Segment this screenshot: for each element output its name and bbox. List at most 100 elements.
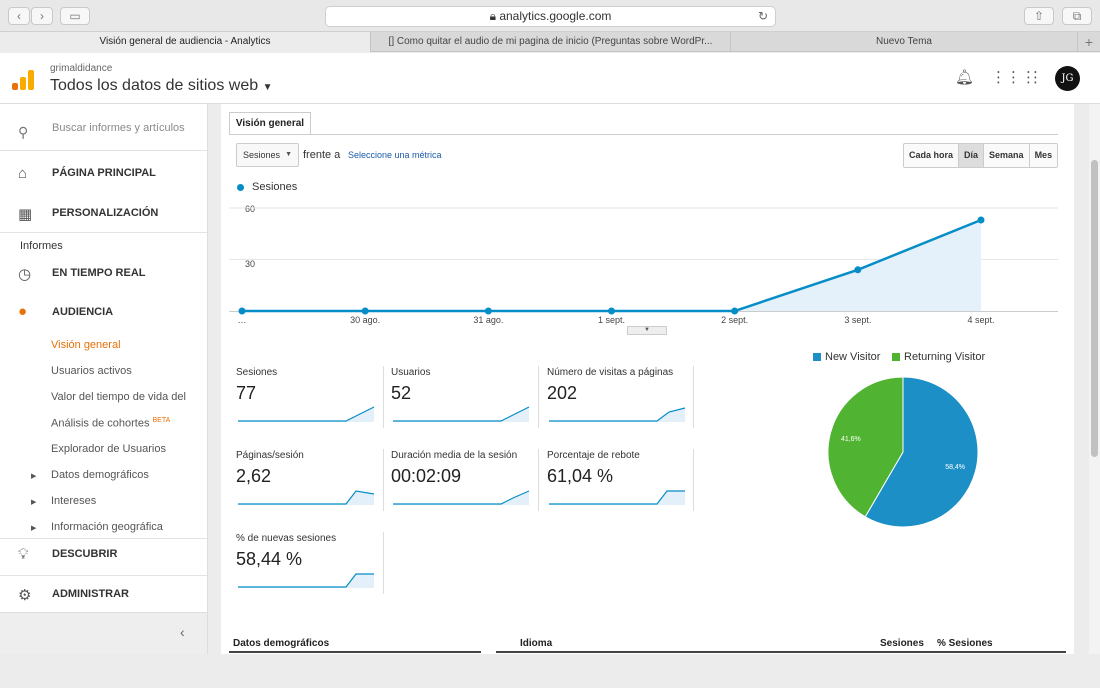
period-month-button[interactable]: Mes <box>1029 144 1058 167</box>
scrollbar-thumb[interactable] <box>1091 160 1098 457</box>
property-selector[interactable]: Todos los datos de sitios web ▼ <box>50 77 272 95</box>
legend-swatch <box>892 353 900 361</box>
metric-card-users[interactable]: Usuarios 52 <box>391 367 546 431</box>
metric-value: 52 <box>391 383 412 403</box>
caret-right-icon: ▶ <box>31 499 37 506</box>
main-panel <box>221 104 1074 654</box>
avatar[interactable]: JG <box>1055 66 1080 91</box>
share-button[interactable]: ⇧ <box>1024 7 1054 25</box>
sessions-point[interactable] <box>608 307 615 315</box>
sessions-point[interactable] <box>484 307 492 315</box>
metric-card-pages-per-session[interactable]: Páginas/sesión 2,62 <box>236 450 391 514</box>
metric-label: Sesiones <box>236 367 278 378</box>
pie-slice-new-visitor[interactable] <box>864 376 979 528</box>
x-tick-label: 2 sept. <box>721 315 749 325</box>
period-day-button[interactable]: Día <box>959 144 985 167</box>
sessions-point[interactable] <box>238 307 246 315</box>
caret-right-icon: ▶ <box>31 525 37 532</box>
divider <box>0 150 207 151</box>
sessions-point[interactable] <box>854 266 862 274</box>
select-metric-link[interactable]: Seleccione una métrica <box>348 150 442 160</box>
sparkline <box>393 490 530 505</box>
tab-overview[interactable]: Visión general <box>229 112 311 135</box>
sessions-point[interactable] <box>361 307 369 315</box>
metric-select-value: Sesiones <box>243 150 281 160</box>
sidebar-item-audience-overview[interactable]: Visión general <box>51 339 121 351</box>
divider <box>0 538 207 539</box>
visitor-pie-chart: 58,4% 41,6% <box>827 376 979 528</box>
apps-grid-icon[interactable]: ⋮⋮⋮ <box>991 69 1036 86</box>
x-tick-label: … <box>237 315 247 325</box>
reload-icon[interactable]: ↻ <box>757 9 768 23</box>
search-icon[interactable]: ⚲ <box>18 124 29 140</box>
sidebar-item-audience[interactable]: AUDIENCIA <box>52 306 114 318</box>
x-tick-label: 1 sept. <box>597 315 626 325</box>
sidebar-item-discover[interactable]: DESCUBRIR <box>52 548 118 560</box>
back-button[interactable]: ‹ <box>8 7 30 25</box>
forward-button[interactable]: › <box>31 7 53 25</box>
metric-card-sessions[interactable]: Sesiones 77 <box>236 367 391 431</box>
chart-expand-handle[interactable]: ▼ <box>627 326 667 335</box>
caret-right-icon: ▶ <box>31 473 37 480</box>
x-tick-label: 31 ago. <box>473 315 504 325</box>
metric-card-avg-duration[interactable]: Duración media de la sesión 00:02:09 <box>391 450 546 514</box>
x-tick-label: 3 sept. <box>844 315 872 325</box>
sidebar-toggle-button[interactable]: ▭ <box>60 7 90 25</box>
metric-label: % de nuevas sesiones <box>236 533 337 544</box>
sidebar-item-active-users[interactable]: Usuarios activos <box>51 365 132 377</box>
divider <box>0 232 207 233</box>
sidebar-item-customization[interactable]: PERSONALIZACIÓN <box>52 207 159 219</box>
pie-slice-returning-visitor[interactable] <box>827 376 904 518</box>
sidebar-item-cohort-analysis[interactable]: Análisis de cohortes BETA <box>51 417 170 430</box>
sparkline <box>549 490 685 505</box>
browser-tab-wordpress[interactable]: [] Como quitar el audio de mi pagina de … <box>371 32 731 52</box>
demographics-header: Datos demográficos <box>233 638 330 649</box>
caret-down-icon: ▼ <box>285 151 292 158</box>
tabs-overview-button[interactable]: ⧉ <box>1062 7 1092 25</box>
x-tick-label: 4 sept. <box>967 315 995 325</box>
metric-card-new-sessions[interactable]: % de nuevas sesiones 58,44 % <box>236 533 391 597</box>
browser-tab-analytics[interactable]: Visión general de audiencia - Analytics <box>0 32 371 52</box>
chevron-left-icon: ‹ <box>180 624 185 640</box>
dashboard-add-icon: ▦ <box>18 206 33 223</box>
sidebar-item-geo[interactable]: Información geográfica <box>51 521 163 533</box>
sessions-point[interactable] <box>977 216 985 224</box>
sparkline <box>549 407 686 422</box>
sidebar-item-admin[interactable]: ADMINISTRAR <box>52 588 129 600</box>
lock-icon: 🔒︎ <box>489 9 496 23</box>
metric-value: 58,44 % <box>236 549 303 569</box>
divider <box>383 532 384 594</box>
divider <box>229 651 481 653</box>
sparkline <box>238 406 375 422</box>
sparkline <box>238 573 374 588</box>
legend-dot-sessions <box>237 184 244 191</box>
metric-label: Usuarios <box>391 367 431 378</box>
collapse-sidebar-button[interactable]: ‹ <box>0 612 207 654</box>
search-input[interactable]: Buscar informes y artículos <box>52 122 185 134</box>
legend-new-visitor: New Visitor <box>813 351 880 363</box>
new-tab-button[interactable]: + <box>1084 34 1094 50</box>
sessions-area <box>242 220 981 311</box>
sidebar-item-realtime[interactable]: EN TIEMPO REAL <box>52 267 146 279</box>
metric-card-pageviews[interactable]: Número de visitas a páginas 202 <box>547 367 702 431</box>
period-week-button[interactable]: Semana <box>984 144 1030 167</box>
cohort-analysis-label: Análisis de cohortes <box>51 417 150 430</box>
more-vert-icon[interactable]: ⋮ <box>1028 69 1043 86</box>
browser-tab-nuevo-tema[interactable]: Nuevo Tema <box>731 32 1078 52</box>
sidebar-item-lifetime-value[interactable]: Valor del tiempo de vida del <box>51 391 186 403</box>
sessions-point[interactable] <box>731 307 739 315</box>
ga-header <box>0 53 1100 104</box>
sidebar-item-home[interactable]: PÁGINA PRINCIPAL <box>52 167 156 179</box>
sidebar-item-interests[interactable]: Intereses <box>51 495 97 507</box>
address-bar[interactable]: 🔒︎ analytics.google.com ↻ <box>325 6 776 27</box>
sidebar-item-demographics[interactable]: Datos demográficos <box>51 469 149 481</box>
metric-value: 202 <box>547 383 578 403</box>
metric-card-bounce-rate[interactable]: Porcentaje de rebote 61,04 % <box>547 450 702 514</box>
metric-select[interactable]: Sesiones ▼ <box>236 143 299 167</box>
sidebar-item-user-explorer[interactable]: Explorador de Usuarios <box>51 443 166 455</box>
sessions-percent-header: % Sesiones <box>937 638 993 649</box>
period-hourly-button[interactable]: Cada hora <box>904 144 960 167</box>
address-url: analytics.google.com <box>499 9 612 23</box>
sessions-line-chart <box>229 207 1058 315</box>
bell-icon[interactable]: 🔔︎ <box>955 69 975 86</box>
